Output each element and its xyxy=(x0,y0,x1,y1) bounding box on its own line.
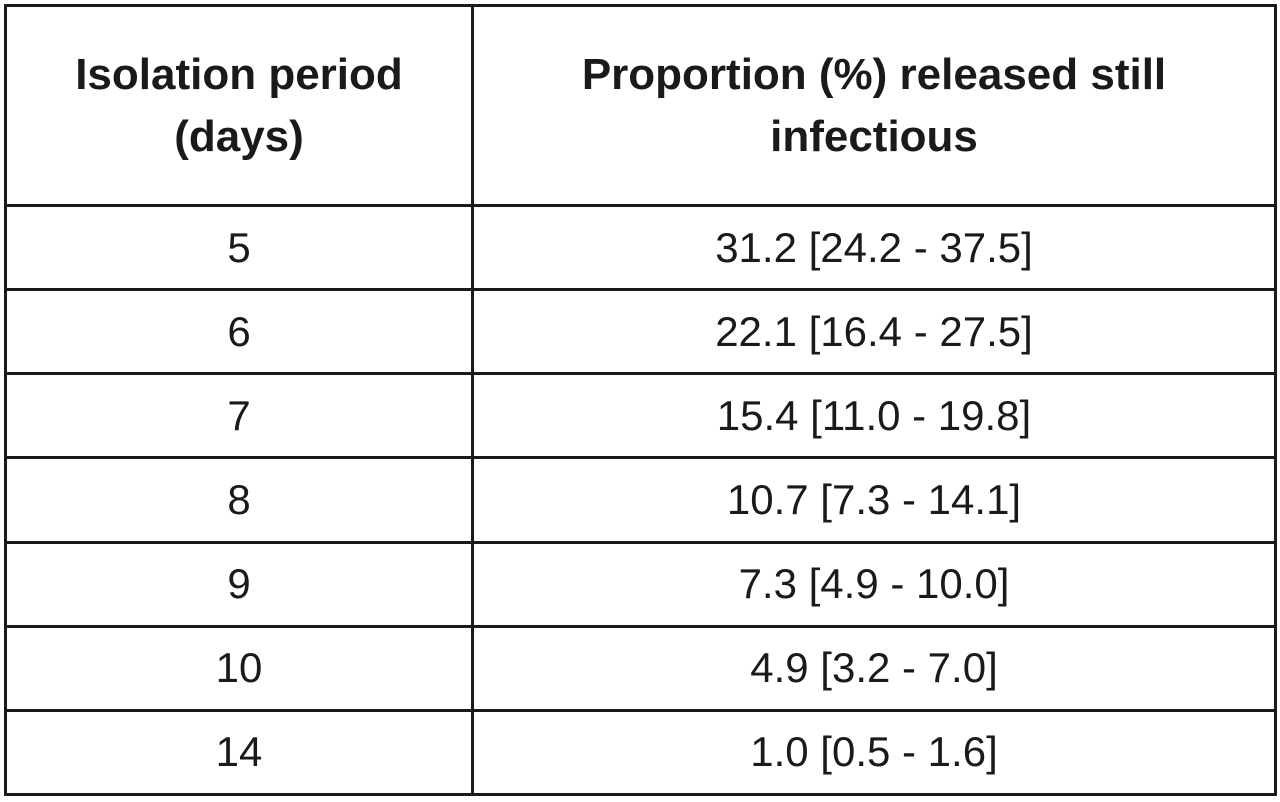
cell-days: 14 xyxy=(4,708,474,797)
cell-days: 9 xyxy=(4,540,474,628)
cell-days: 5 xyxy=(4,203,474,292)
isolation-table-container: Isolation period (days) Proportion (%) r… xyxy=(4,4,1277,797)
column-header-proportion: Proportion (%) released still infectious xyxy=(471,4,1277,207)
cell-proportion: 4.9 [3.2 - 7.0] xyxy=(471,624,1277,712)
cell-days: 6 xyxy=(4,288,474,376)
cell-days: 10 xyxy=(4,624,474,712)
cell-proportion: 22.1 [16.4 - 27.5] xyxy=(471,288,1277,376)
cell-proportion: 10.7 [7.3 - 14.1] xyxy=(471,456,1277,544)
column-header-label: Isolation period (days) xyxy=(75,49,403,161)
header-row: Isolation period (days) Proportion (%) r… xyxy=(4,4,1277,207)
table-row: 5 31.2 [24.2 - 37.5] xyxy=(4,203,1277,292)
cell-days: 7 xyxy=(4,372,474,460)
table-row: 6 22.1 [16.4 - 27.5] xyxy=(4,288,1277,376)
cell-proportion: 15.4 [11.0 - 19.8] xyxy=(471,372,1277,460)
cell-proportion: 1.0 [0.5 - 1.6] xyxy=(471,708,1277,797)
table-row: 7 15.4 [11.0 - 19.8] xyxy=(4,372,1277,460)
table-row: 10 4.9 [3.2 - 7.0] xyxy=(4,624,1277,712)
table-row: 8 10.7 [7.3 - 14.1] xyxy=(4,456,1277,544)
table-header: Isolation period (days) Proportion (%) r… xyxy=(4,4,1277,207)
cell-proportion: 31.2 [24.2 - 37.5] xyxy=(471,203,1277,292)
table-row: 14 1.0 [0.5 - 1.6] xyxy=(4,708,1277,797)
cell-proportion: 7.3 [4.9 - 10.0] xyxy=(471,540,1277,628)
isolation-table: Isolation period (days) Proportion (%) r… xyxy=(4,4,1277,797)
table-row: 9 7.3 [4.9 - 10.0] xyxy=(4,540,1277,628)
cell-days: 8 xyxy=(4,456,474,544)
column-header-isolation-period: Isolation period (days) xyxy=(4,4,474,207)
column-header-label: Proportion (%) released still infectious xyxy=(581,49,1167,161)
table-body: 5 31.2 [24.2 - 37.5] 6 22.1 [16.4 - 27.5… xyxy=(4,203,1277,797)
